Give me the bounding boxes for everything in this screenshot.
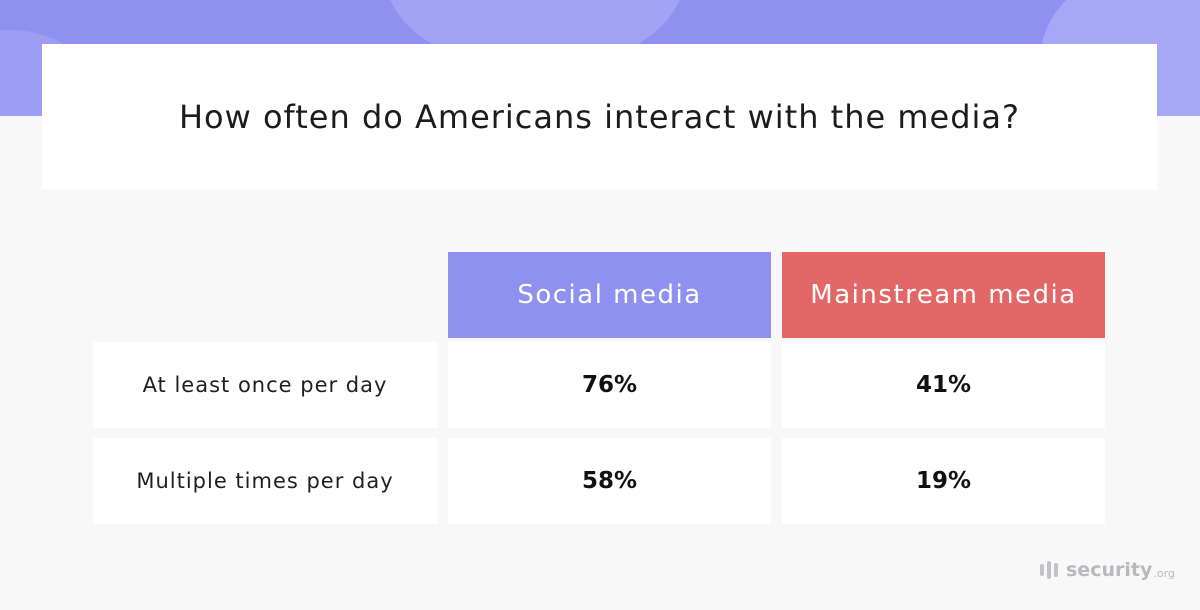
column-header-mainstream-media: Mainstream media xyxy=(782,252,1105,338)
bars-logo-icon xyxy=(1040,561,1061,579)
chart-title: How often do Americans interact with the… xyxy=(178,97,1021,136)
brand-name: security xyxy=(1066,559,1153,581)
brand-tld: .org xyxy=(1153,566,1175,580)
row-label-at-least-once: At least once per day xyxy=(93,342,437,428)
title-card: How often do Americans interact with the… xyxy=(42,44,1157,189)
value-mainstream-multiple: 19% xyxy=(782,438,1105,524)
value-mainstream-once: 41% xyxy=(782,342,1105,428)
row-label-multiple-times: Multiple times per day xyxy=(93,438,437,524)
value-social-once: 76% xyxy=(448,342,771,428)
brand-logo: security .org xyxy=(1040,559,1175,581)
value-social-multiple: 58% xyxy=(448,438,771,524)
column-header-social-media: Social media xyxy=(448,252,771,338)
